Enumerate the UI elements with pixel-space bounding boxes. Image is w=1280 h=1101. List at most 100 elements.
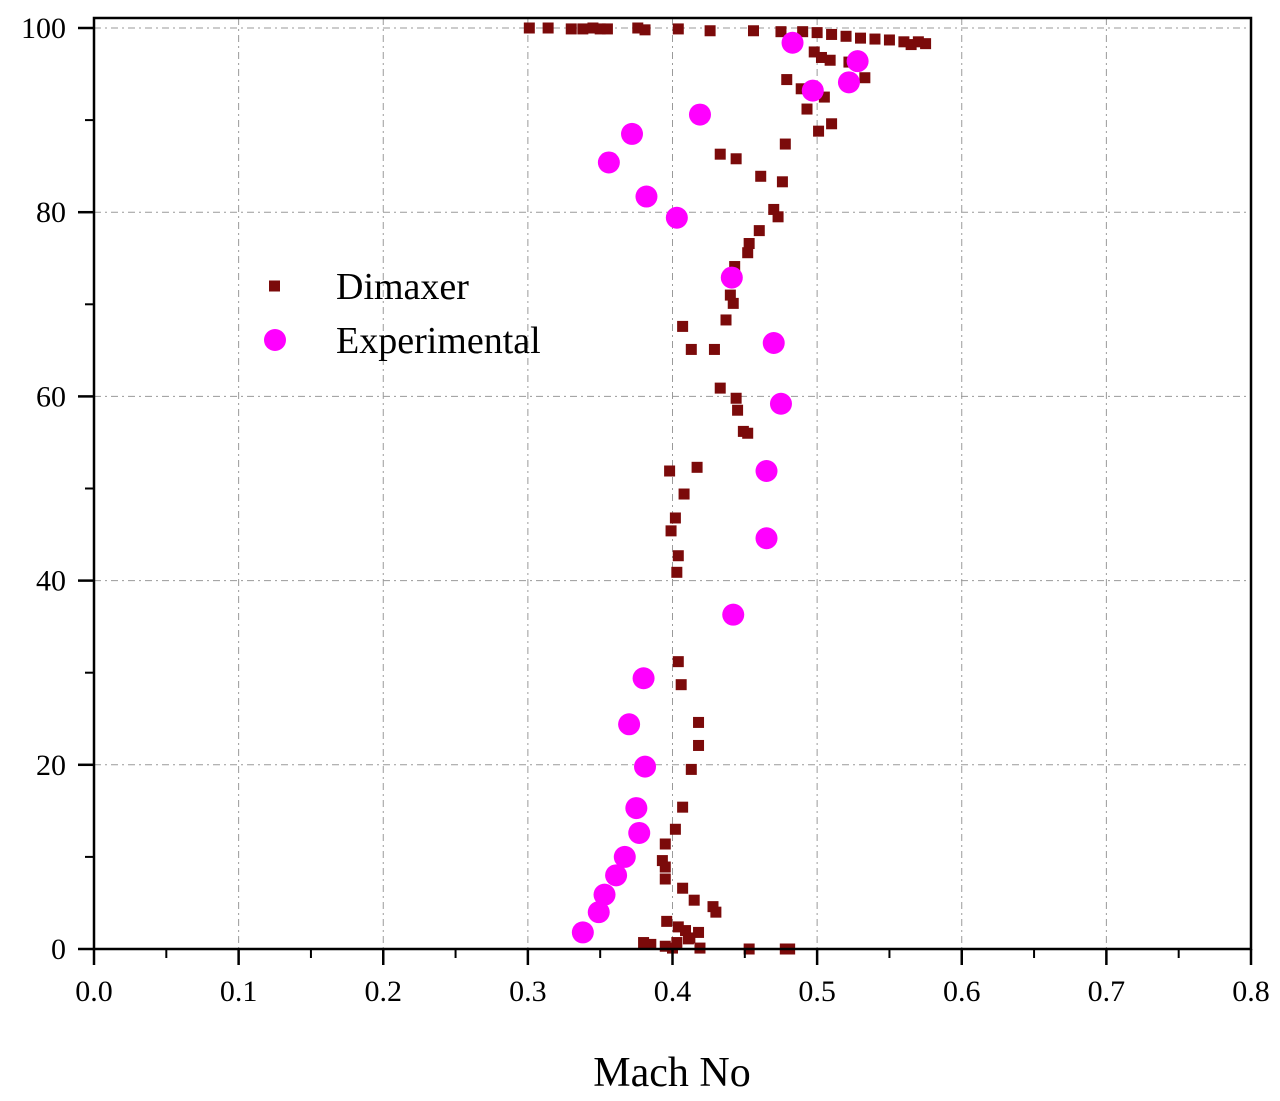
dimaxer-point (671, 937, 683, 949)
x-tick-label: 0.7 (1088, 975, 1126, 1008)
dimaxer-point (693, 739, 705, 751)
experimental-point (587, 901, 610, 924)
dimaxer-point (542, 22, 554, 34)
dimaxer-point (743, 238, 755, 250)
dimaxer-point (905, 39, 917, 51)
dimaxer-point (747, 25, 759, 37)
dimaxer-point (729, 261, 741, 273)
legend-label-experimental: Experimental (336, 320, 541, 362)
y-tick-label: 0 (51, 933, 66, 966)
experimental-point (632, 667, 655, 690)
dimaxer-point (594, 23, 606, 35)
dimaxer-point (680, 925, 692, 937)
dimaxer-point (639, 24, 651, 36)
dimaxer-point (523, 22, 535, 34)
experimental-point (846, 50, 869, 73)
dimaxer-point (732, 404, 744, 416)
experimental-point (755, 527, 778, 550)
dimaxer-point (672, 656, 684, 668)
y-tick-label: 60 (36, 380, 66, 413)
dimaxer-point (677, 882, 689, 894)
dimaxer-point (656, 855, 668, 867)
dimaxer-point (840, 30, 852, 42)
dimaxer-point (755, 170, 767, 182)
experimental-point (769, 392, 792, 415)
dimaxer-point (781, 74, 793, 86)
dimaxer-point (714, 382, 726, 394)
dimaxer-point (797, 26, 809, 38)
dimaxer-point (671, 566, 683, 578)
dimaxer-point (665, 525, 677, 537)
dimaxer-point (659, 861, 671, 873)
dimaxer-point (720, 314, 732, 326)
dimaxer-point (912, 36, 924, 48)
x-tick-label: 0.6 (943, 975, 981, 1008)
experimental-point (762, 331, 785, 354)
legend-marker-experimental (264, 329, 286, 351)
dimaxer-point (808, 46, 820, 58)
experimental-point (605, 864, 628, 887)
dimaxer-point (824, 54, 836, 66)
dimaxer-point (675, 679, 687, 691)
dimaxer-point (672, 23, 684, 35)
dimaxer-point (742, 247, 754, 259)
x-tick-label: 0.5 (798, 975, 836, 1008)
experimental-point (755, 460, 778, 483)
experimental-point (593, 883, 616, 906)
x-tick-label: 0.3 (509, 975, 547, 1008)
experimental-point (722, 603, 745, 626)
dimaxer-point (727, 297, 739, 309)
dimaxer-point (601, 23, 613, 35)
experimental-point (571, 921, 594, 944)
dimaxer-point (577, 23, 589, 35)
grid-lines (94, 18, 1251, 949)
dimaxer-point (693, 716, 705, 728)
dimaxer-point (730, 392, 742, 404)
experimental-point (625, 797, 648, 820)
x-axis-title: Mach No (593, 1050, 750, 1096)
dimaxer-point (587, 22, 599, 34)
dimaxer-point (664, 465, 676, 477)
series-dimaxer (523, 22, 932, 955)
x-tick-label: 0.0 (75, 975, 113, 1008)
dimaxer-point (672, 550, 684, 562)
dimaxer-point (826, 28, 838, 40)
experimental-point (801, 79, 824, 102)
x-tick-label: 0.2 (365, 975, 403, 1008)
dimaxer-point (753, 225, 765, 237)
dimaxer-point (768, 203, 780, 215)
dimaxer-point (661, 915, 673, 927)
dimaxer-point (659, 940, 671, 952)
y-tick-label: 100 (21, 12, 66, 45)
dimaxer-point (677, 320, 689, 332)
x-tick-label: 0.8 (1232, 975, 1270, 1008)
experimental-point (613, 845, 636, 868)
dimaxer-point (672, 921, 684, 933)
dimaxer-point (776, 176, 788, 188)
experimental-point (621, 122, 644, 145)
y-tick-label: 20 (36, 749, 66, 782)
dimaxer-point (730, 153, 742, 165)
dimaxer-point (859, 72, 871, 84)
x-tick-label: 0.4 (654, 975, 692, 1008)
dimaxer-point (855, 32, 867, 44)
dimaxer-point (811, 27, 823, 39)
experimental-point (635, 185, 658, 208)
series-experimental (571, 31, 869, 944)
y-tick-label: 80 (36, 196, 66, 229)
data-points (523, 22, 932, 955)
dimaxer-point (685, 343, 697, 355)
dimaxer-point (920, 38, 932, 50)
experimental-point (720, 266, 743, 289)
dimaxer-point (898, 36, 910, 48)
dimaxer-point (708, 343, 720, 355)
dimaxer-point (883, 34, 895, 46)
dimaxer-point (685, 763, 697, 775)
dimaxer-point (565, 23, 577, 35)
dimaxer-point (659, 838, 671, 850)
dimaxer-point (724, 289, 736, 301)
dimaxer-point (772, 211, 784, 223)
dimaxer-point (638, 937, 650, 949)
dimaxer-point (707, 901, 719, 913)
experimental-point (837, 71, 860, 94)
